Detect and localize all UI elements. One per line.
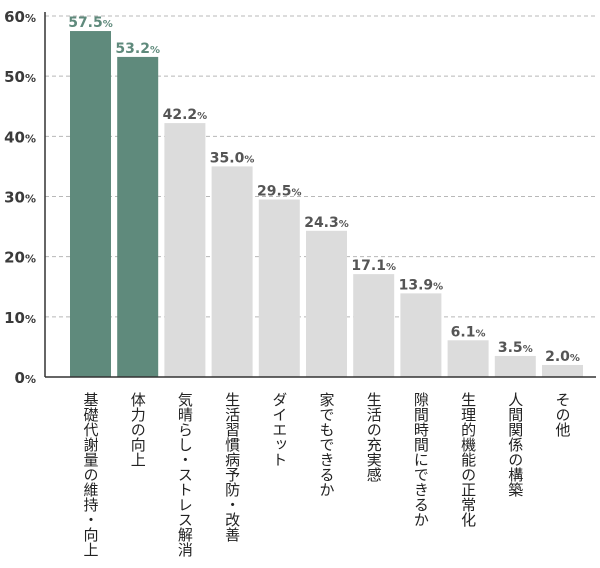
bar-9 [447, 340, 489, 377]
bar-1 [70, 31, 111, 378]
bar-5 [258, 199, 300, 377]
category-label-5: ダイエット [270, 392, 288, 467]
category-label-3: 気晴らし・ストレス解消 [176, 392, 194, 558]
value-label-10: 3.5% [498, 340, 533, 356]
axes [44, 12, 596, 378]
value-label-4: 35.0% [210, 150, 255, 166]
y-tick-label-10: 10% [4, 309, 36, 327]
category-label-7: 生活の充実感 [365, 392, 383, 482]
y-tick-label-40: 40% [4, 128, 36, 146]
value-label-6: 24.3% [304, 215, 349, 231]
value-label-5: 29.5% [257, 184, 302, 200]
bar-8 [400, 293, 442, 377]
y-tick-label-0: 0% [15, 369, 36, 387]
value-label-9: 6.1% [451, 324, 486, 340]
bar-7 [353, 274, 395, 377]
y-tick-label-20: 20% [4, 249, 36, 267]
bar-11 [542, 364, 583, 377]
category-label-1: 基礎代謝量の維持・向上 [82, 392, 100, 557]
value-label-3: 42.2% [163, 107, 208, 123]
category-label-11: その他 [554, 392, 572, 438]
category-label-9: 生理的機能の正常化 [459, 392, 477, 527]
value-label-7: 17.1% [351, 258, 396, 274]
bar-6 [306, 230, 347, 377]
category-label-2: 体力の向上 [129, 392, 147, 467]
category-label-4: 生活習慣病予防・改善 [223, 392, 241, 542]
bars [70, 31, 583, 378]
labels: 0% 10% 20% 30% 40% 50% 60% 57.5% 基礎代謝量の維持・向上 53.2… [4, 8, 580, 558]
value-label-2: 53.2% [115, 41, 160, 57]
category-label-6: 家でもできるか [318, 392, 336, 497]
y-tick-label-50: 50% [4, 68, 36, 86]
bar-2 [117, 56, 159, 378]
bar-4 [211, 166, 253, 377]
bar-10 [494, 355, 536, 377]
category-label-10: 人間関係の構築 [506, 392, 524, 497]
bar-3 [164, 123, 206, 377]
value-label-11: 2.0% [545, 349, 580, 365]
y-tick-label-60: 60% [4, 8, 36, 26]
category-label-8: 隙間時間にできるか [412, 392, 430, 527]
y-tick-label-30: 30% [4, 189, 36, 207]
value-label-1: 57.5% [68, 15, 113, 31]
value-label-8: 13.9% [399, 277, 444, 293]
